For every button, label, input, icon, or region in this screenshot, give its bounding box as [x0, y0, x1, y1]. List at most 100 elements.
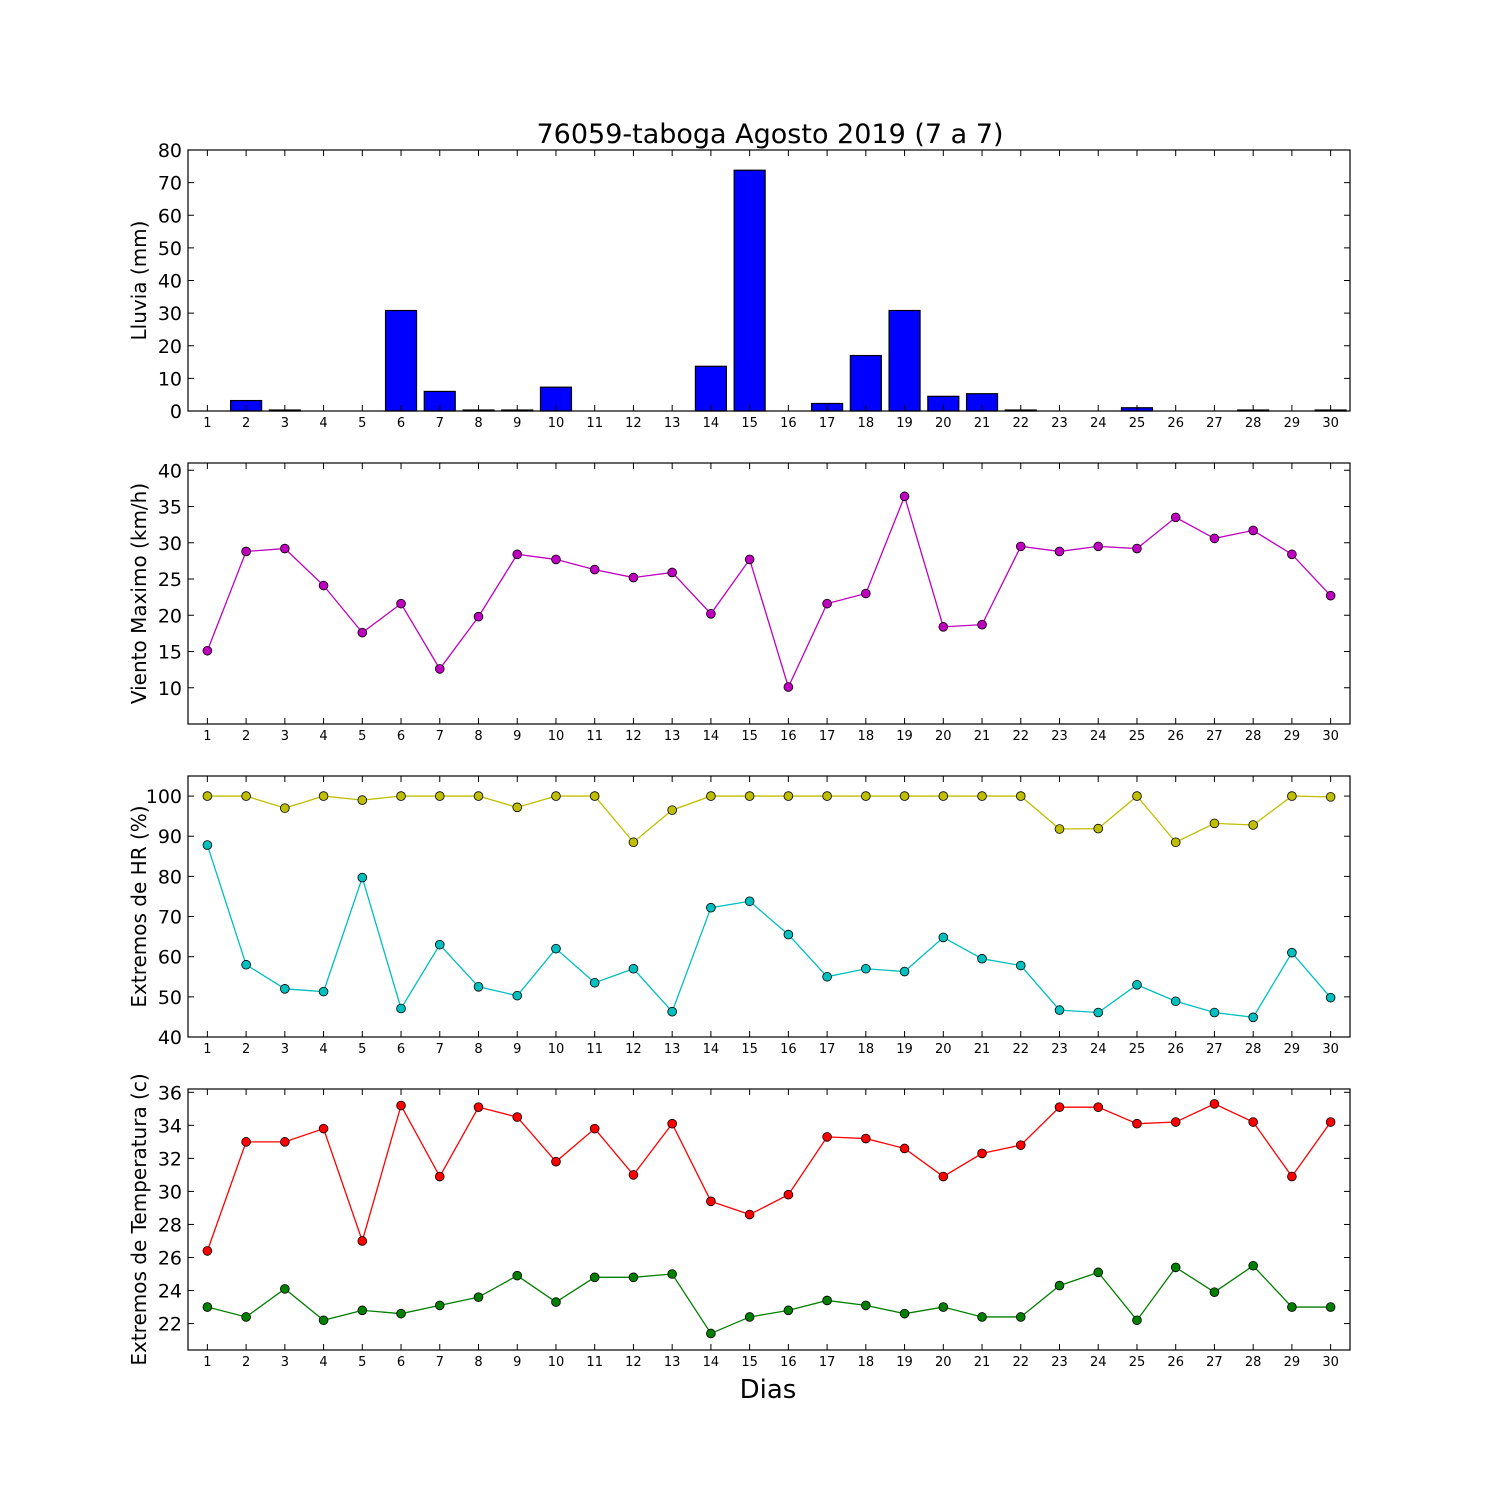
- bar-day-19: [888, 309, 921, 412]
- point-series-1-day-13: [667, 805, 677, 815]
- y-tick-label: 22: [158, 1314, 182, 1336]
- y-tick-label: 34: [158, 1115, 182, 1137]
- point-series-1-day-27: [1209, 533, 1220, 544]
- x-tick-label: 5: [358, 416, 366, 431]
- x-tick-label: 17: [819, 416, 836, 431]
- x-tick-label: 26: [1167, 416, 1184, 431]
- x-tick-label: 26: [1167, 729, 1184, 744]
- point-series-1-day-22: [1015, 1140, 1026, 1150]
- y-axis-label: Viento Maximo (km/h): [127, 483, 151, 704]
- series-line-1: [207, 795, 1331, 844]
- x-tick-label: 5: [358, 1042, 366, 1057]
- point-series-1-day-9: [512, 802, 523, 813]
- point-series-2-day-10: [551, 943, 561, 954]
- y-tick-label: 80: [158, 866, 182, 888]
- x-tick-label: 29: [1284, 1355, 1301, 1370]
- x-tick-label: 11: [586, 416, 603, 431]
- x-tick-label: 12: [625, 1042, 642, 1057]
- point-series-1-day-21: [977, 619, 987, 630]
- x-tick-label: 29: [1284, 729, 1301, 744]
- point-series-1-day-20: [938, 791, 949, 801]
- x-tick-label: 20: [935, 416, 952, 431]
- y-tick-label: 60: [158, 205, 182, 227]
- point-series-1-day-10: [551, 1156, 561, 1167]
- y-tick-label: 20: [158, 605, 182, 627]
- point-series-2-day-27: [1209, 1007, 1220, 1018]
- figure-title: 76059-taboga Agosto 2019 (7 a 7): [536, 119, 1003, 150]
- y-tick-label: 90: [158, 826, 182, 848]
- series-line-1: [206, 1103, 1332, 1252]
- point-series-1-day-5: [357, 627, 368, 638]
- x-tick-label: 7: [436, 729, 444, 744]
- x-tick-label: 4: [319, 729, 327, 744]
- x-tick-label: 1: [203, 729, 211, 744]
- point-series-2-day-25: [1132, 1315, 1142, 1326]
- y-axis-label: Extremos de HR (%): [127, 805, 151, 1007]
- x-tick-label: 18: [858, 1042, 875, 1057]
- point-series-1-day-30: [1325, 1117, 1336, 1127]
- point-series-2-day-10: [551, 1297, 561, 1307]
- x-tick-label: 4: [319, 1042, 327, 1057]
- x-tick-label: 14: [703, 416, 720, 431]
- point-series-1-day-5: [357, 1236, 368, 1246]
- bar-day-18: [849, 354, 882, 412]
- point-series-1-day-12: [628, 1170, 639, 1180]
- point-series-2-day-4: [318, 1315, 329, 1326]
- x-tick-label: 4: [319, 416, 327, 431]
- x-tick-label: 25: [1129, 416, 1146, 431]
- point-series-1-day-19: [899, 791, 910, 801]
- x-tick-label: 9: [513, 416, 521, 431]
- x-tick-label: 3: [281, 1355, 289, 1370]
- point-series-1-day-20: [938, 622, 949, 632]
- point-series-1-day-7: [434, 1171, 445, 1182]
- y-tick-label: 50: [158, 238, 182, 260]
- y-tick-label: 10: [158, 368, 182, 390]
- x-tick-label: 1: [203, 1042, 211, 1057]
- point-series-1-day-30: [1325, 590, 1336, 601]
- x-tick-label: 22: [1012, 729, 1029, 744]
- point-series-2-day-2: [241, 959, 251, 970]
- point-series-1-day-29: [1287, 1171, 1297, 1182]
- x-tick-label: 21: [974, 1042, 991, 1057]
- point-series-1-day-11: [589, 564, 600, 575]
- x-tick-label: 19: [896, 729, 913, 744]
- point-series-1-day-25: [1132, 543, 1142, 554]
- point-series-2-day-20: [938, 1302, 949, 1312]
- x-tick-label: 6: [397, 1355, 405, 1370]
- x-tick-label: 11: [586, 1042, 603, 1057]
- bar-day-6: [384, 309, 418, 412]
- x-axis-label: Dias: [740, 1375, 797, 1405]
- x-tick-label: 8: [474, 729, 482, 744]
- point-series-2-day-12: [628, 963, 639, 974]
- x-tick-label: 11: [586, 729, 603, 744]
- x-tick-label: 23: [1051, 416, 1068, 431]
- point-series-1-day-19: [899, 1143, 910, 1154]
- point-series-1-day-14: [706, 608, 716, 619]
- point-series-1-day-29: [1287, 549, 1297, 560]
- series-line-1: [206, 494, 1332, 689]
- x-tick-label: 16: [780, 729, 797, 744]
- x-tick-label: 5: [358, 729, 366, 744]
- y-tick-label: 25: [158, 569, 182, 591]
- x-tick-label: 16: [780, 416, 797, 431]
- point-series-2-day-11: [589, 977, 600, 988]
- x-tick-label: 21: [974, 1355, 991, 1370]
- x-tick-label: 24: [1090, 1042, 1107, 1057]
- y-tick-label: 70: [158, 173, 182, 195]
- point-series-1-day-11: [589, 791, 600, 801]
- x-tick-label: 7: [436, 1042, 444, 1057]
- point-series-1-day-18: [861, 588, 871, 599]
- point-series-2-day-28: [1248, 1012, 1258, 1023]
- point-series-1-day-1: [202, 645, 213, 656]
- x-tick-label: 17: [819, 1042, 836, 1057]
- point-series-1-day-22: [1015, 541, 1026, 552]
- x-tick-label: 25: [1129, 1355, 1146, 1370]
- x-tick-label: 26: [1167, 1355, 1184, 1370]
- x-tick-label: 16: [780, 1042, 797, 1057]
- point-series-2-day-11: [589, 1272, 600, 1283]
- point-series-2-day-2: [241, 1312, 251, 1322]
- x-tick-label: 21: [974, 416, 991, 431]
- series-line-2: [207, 1264, 1331, 1335]
